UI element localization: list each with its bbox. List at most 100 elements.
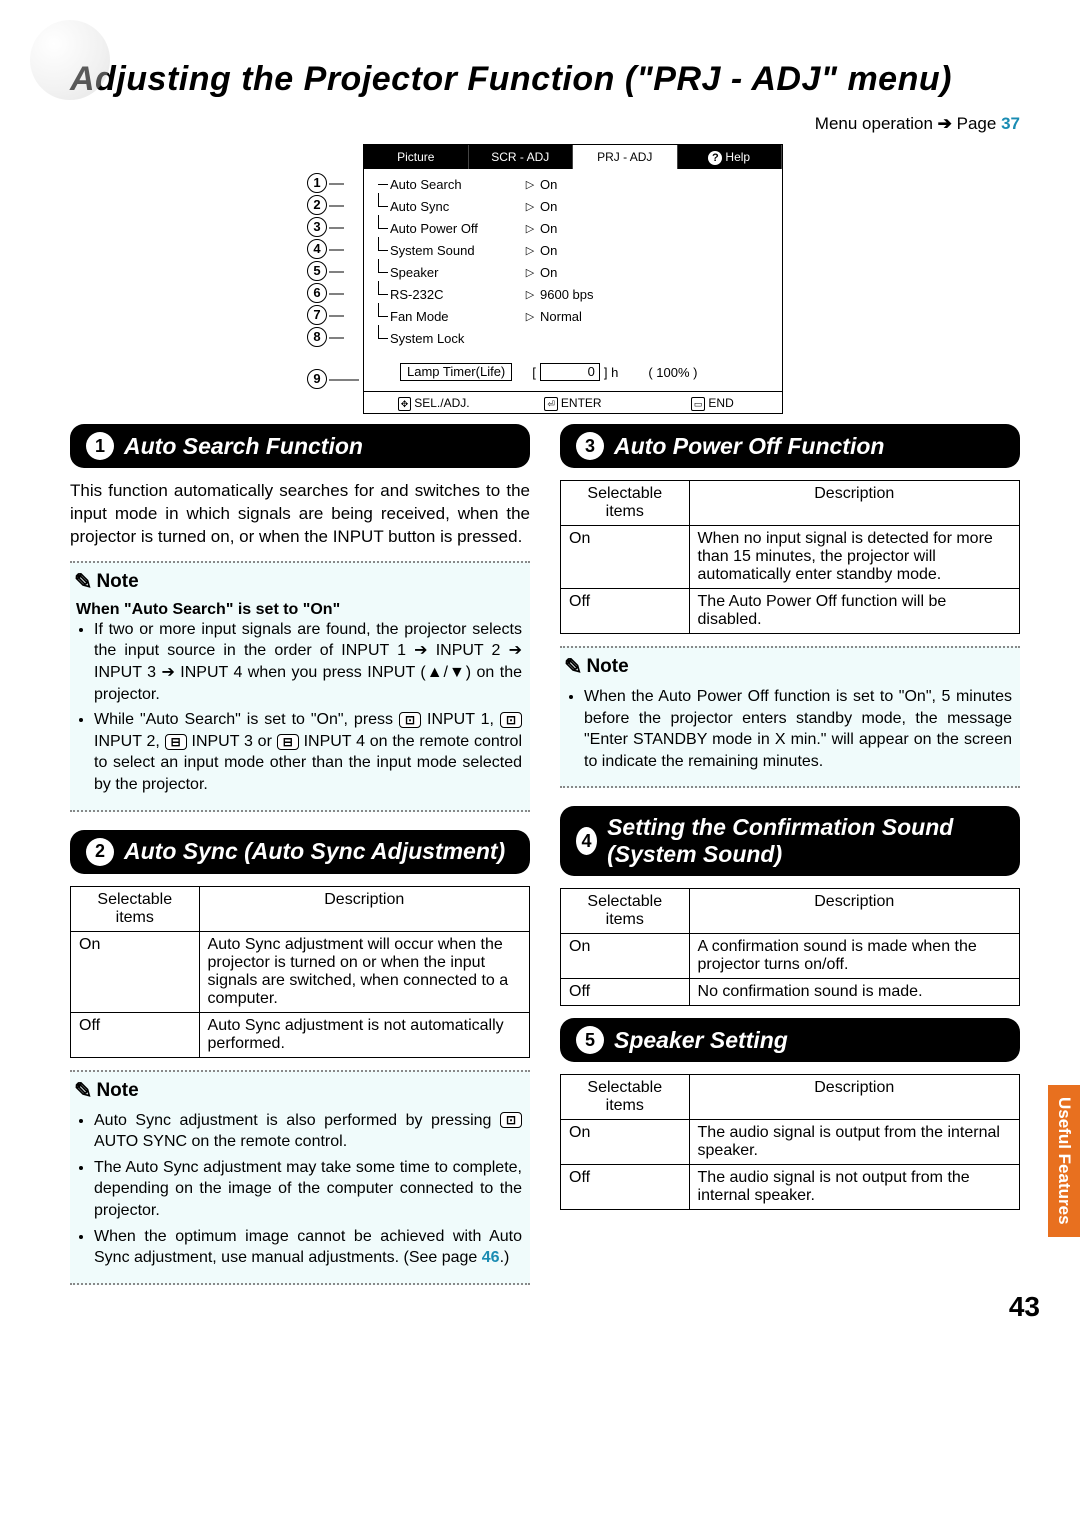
table-cell: On — [561, 1120, 690, 1165]
tri-icon: ▷ — [520, 288, 540, 301]
section-1-num: 1 — [86, 432, 114, 460]
section-2-table: Selectable itemsDescription OnAuto Sync … — [70, 886, 530, 1058]
note-icon: ✎ — [74, 1078, 92, 1104]
table-head: Selectable items — [561, 889, 690, 934]
note-item: When the optimum image cannot be achieve… — [94, 1226, 522, 1269]
table-cell: On — [71, 931, 200, 1012]
table-cell: Off — [71, 1012, 200, 1057]
tri-icon: ▷ — [520, 266, 540, 279]
input2-icon: ⊡ — [500, 712, 522, 728]
arrow-icon: ➔ — [938, 114, 952, 133]
section-3-num: 3 — [576, 432, 604, 460]
callout-6: 6 — [307, 283, 327, 303]
tri-icon: ▷ — [520, 310, 540, 323]
osd-row: Speaker▷On — [374, 261, 772, 283]
note-icon: ✎ — [564, 654, 582, 680]
table-head: Selectable items — [561, 1075, 690, 1120]
table-head: Description — [689, 1075, 1019, 1120]
page-number: 43 — [1009, 1291, 1040, 1323]
section-1-note: ✎Note When "Auto Search" is set to "On" … — [70, 561, 530, 812]
section-5-head: 5 Speaker Setting — [560, 1018, 1020, 1062]
input1-icon: ⊡ — [399, 712, 421, 728]
note-item: Auto Sync adjustment is also performed b… — [94, 1110, 522, 1153]
osd-row: Auto Power Off▷On — [374, 217, 772, 239]
table-cell: No confirmation sound is made. — [689, 979, 1019, 1006]
tri-icon: ▷ — [520, 178, 540, 191]
section-1-head: 1 Auto Search Function — [70, 424, 530, 468]
callout-1: 1 — [307, 173, 327, 193]
note-label: Note — [96, 571, 138, 593]
menu-op-page-label: Page — [957, 114, 1001, 133]
note-label: Note — [586, 656, 628, 678]
section-3-table: Selectable itemsDescription OnWhen no in… — [560, 480, 1020, 634]
osd-lamp-row: Lamp Timer(Life) [ 0 ] h ( 100% ) — [374, 363, 772, 381]
osd-row: Fan Mode▷Normal — [374, 305, 772, 327]
section-4-table: Selectable itemsDescription OnA confirma… — [560, 888, 1020, 1006]
table-cell: Off — [561, 1165, 690, 1210]
section-5-num: 5 — [576, 1026, 604, 1054]
autosync-icon: ⊡ — [500, 1112, 522, 1128]
table-cell: Off — [561, 589, 690, 634]
osd-row: Auto Search▷On — [374, 173, 772, 195]
osd-row: Auto Sync▷On — [374, 195, 772, 217]
callout-3: 3 — [307, 217, 327, 237]
section-5-table: Selectable itemsDescription OnThe audio … — [560, 1074, 1020, 1210]
tri-icon: ▷ — [520, 244, 540, 257]
menu-op-page-num: 37 — [1001, 114, 1020, 133]
help-icon: ? — [708, 151, 722, 165]
section-2-head: 2 Auto Sync (Auto Sync Adjustment) — [70, 830, 530, 874]
table-cell: A confirmation sound is made when the pr… — [689, 934, 1019, 979]
osd-tabs: Picture SCR - ADJ PRJ - ADJ ?Help — [364, 145, 782, 169]
section-2-note: ✎Note Auto Sync adjustment is also perfo… — [70, 1070, 530, 1285]
osd-callout-numbers: 1— 2— 3— 4— 5— 6— 7— 8— 9—— — [307, 144, 359, 414]
osd-tab-picture: Picture — [364, 145, 469, 169]
page-title: Adjusting the Projector Function ("PRJ -… — [70, 60, 1020, 99]
page-link: 46 — [482, 1249, 500, 1266]
osd-tab-scradj: SCR - ADJ — [469, 145, 574, 169]
enter-icon: ⏎ — [544, 397, 558, 411]
callout-7: 7 — [307, 305, 327, 325]
section-3-head: 3 Auto Power Off Function — [560, 424, 1020, 468]
note-label: Note — [96, 1080, 138, 1102]
menu-operation-ref: Menu operation ➔ Page 37 — [70, 114, 1020, 134]
callout-5: 5 — [307, 261, 327, 281]
callout-9: 9 — [307, 369, 327, 389]
section-4-num: 4 — [576, 827, 597, 855]
osd-row: RS-232C▷9600 bps — [374, 283, 772, 305]
lamp-label: Lamp Timer(Life) — [400, 363, 512, 381]
input3-icon: ⊟ — [165, 734, 187, 750]
section-3-title: Auto Power Off Function — [614, 433, 884, 460]
table-cell: On — [561, 934, 690, 979]
osd-menu-wrap: 1— 2— 3— 4— 5— 6— 7— 8— 9—— Picture SCR … — [70, 144, 1020, 414]
tri-icon: ▷ — [520, 200, 540, 213]
osd-tab-prjadj: PRJ - ADJ — [573, 145, 678, 169]
note-subhead: When "Auto Search" is set to "On" — [70, 601, 530, 619]
table-cell: The audio signal is output from the inte… — [689, 1120, 1019, 1165]
table-head: Description — [689, 889, 1019, 934]
callout-2: 2 — [307, 195, 327, 215]
table-cell: Auto Sync adjustment is not automaticall… — [199, 1012, 529, 1057]
osd-row: System Lock — [374, 327, 772, 349]
section-4-head: 4 Setting the Confirmation Sound (System… — [560, 806, 1020, 876]
table-head: Selectable items — [71, 886, 200, 931]
osd-menu: Picture SCR - ADJ PRJ - ADJ ?Help Auto S… — [363, 144, 783, 414]
note-item: While "Auto Search" is set to "On", pres… — [94, 709, 522, 795]
table-cell: The Auto Power Off function will be disa… — [689, 589, 1019, 634]
table-cell: When no input signal is detected for mor… — [689, 526, 1019, 589]
table-cell: On — [561, 526, 690, 589]
note-item: When the Auto Power Off function is set … — [584, 686, 1012, 772]
menu-op-prefix: Menu operation — [815, 114, 938, 133]
table-head: Selectable items — [561, 481, 690, 526]
note-item: The Auto Sync adjustment may take some t… — [94, 1157, 522, 1222]
osd-tab-help: ?Help — [678, 145, 783, 169]
tri-icon: ▷ — [520, 222, 540, 235]
table-cell: The audio signal is not output from the … — [689, 1165, 1019, 1210]
end-icon: ▭ — [691, 397, 706, 411]
section-5-title: Speaker Setting — [614, 1027, 788, 1054]
section-1-body: This function automatically searches for… — [70, 480, 530, 549]
section-2-num: 2 — [86, 838, 114, 866]
table-cell: Off — [561, 979, 690, 1006]
table-head: Description — [199, 886, 529, 931]
note-icon: ✎ — [74, 569, 92, 595]
section-1-title: Auto Search Function — [124, 433, 363, 460]
